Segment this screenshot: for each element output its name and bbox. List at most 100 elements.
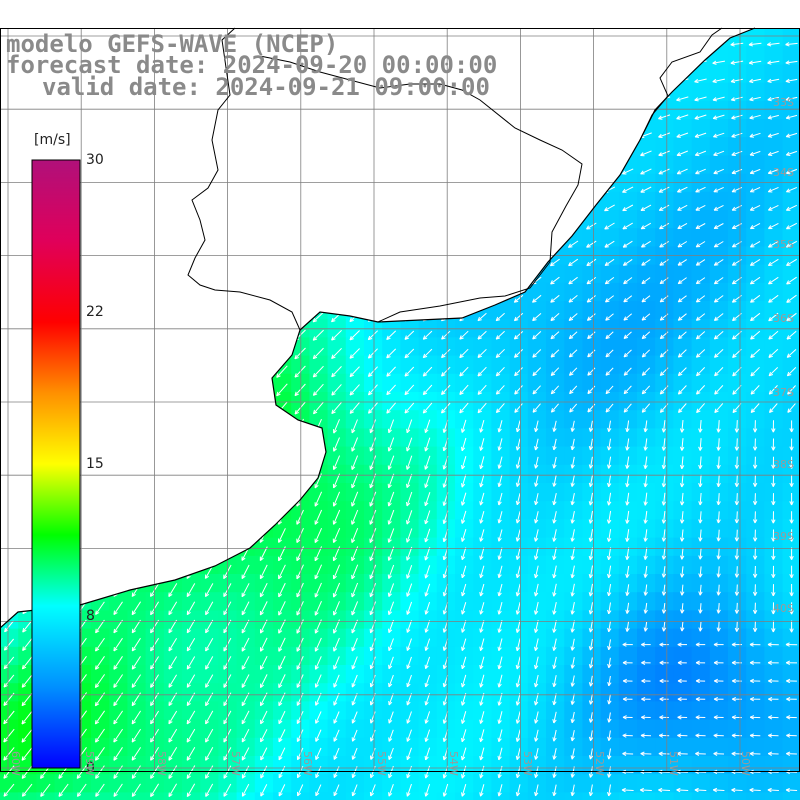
wind-speed-cell	[582, 464, 602, 484]
wind-speed-cell	[455, 574, 474, 593]
wind-speed-cell	[600, 210, 620, 229]
wind-speed-cell	[673, 464, 693, 484]
wind-speed-cell	[600, 428, 620, 448]
wind-speed-cell	[364, 610, 383, 630]
wind-speed-cell	[600, 628, 620, 648]
wind-speed-cell	[418, 592, 438, 611]
wind-speed-cell	[782, 64, 800, 84]
wind-speed-cell	[691, 392, 711, 411]
wind-speed-cell	[145, 628, 165, 648]
wind-speed-cell	[546, 301, 565, 320]
wind-speed-cell	[582, 719, 602, 739]
wind-speed-cell	[709, 210, 729, 229]
wind-speed-cell	[728, 501, 747, 520]
wind-speed-cell	[637, 464, 656, 484]
wind-speed-cell	[673, 228, 693, 247]
wind-speed-cell	[764, 683, 784, 702]
wind-speed-cell	[527, 665, 547, 684]
wind-speed-cell	[182, 683, 201, 702]
wind-speed-cell	[273, 519, 292, 539]
wind-speed-cell	[491, 592, 511, 611]
wind-speed-cell	[655, 264, 674, 284]
wind-speed-cell	[764, 792, 784, 800]
wind-speed-cell	[455, 592, 474, 611]
wind-speed-cell	[709, 665, 729, 684]
wind-speed-cell	[691, 519, 711, 539]
wind-speed-cell	[163, 610, 183, 630]
wind-speed-cell	[618, 210, 638, 229]
wind-speed-cell	[764, 392, 784, 411]
wind-speed-cell	[546, 701, 565, 721]
wind-speed-cell	[691, 301, 711, 320]
wind-speed-cell	[418, 446, 438, 466]
wind-speed-cell	[273, 592, 292, 611]
wind-speed-cell	[782, 282, 800, 302]
wind-speed-cell	[400, 337, 420, 357]
wind-speed-cell	[655, 483, 674, 502]
wind-speed-cell	[200, 719, 219, 739]
wind-speed-cell	[728, 301, 747, 320]
wind-speed-cell	[546, 337, 565, 357]
wind-speed-cell	[473, 646, 492, 666]
wind-speed-cell	[691, 628, 711, 648]
wind-speed-cell	[418, 428, 438, 448]
wind-speed-cell	[709, 501, 729, 520]
wind-speed-cell	[582, 373, 602, 393]
wind-speed-cell	[673, 719, 693, 739]
wind-speed-cell	[600, 555, 620, 575]
wind-speed-cell	[345, 337, 365, 357]
wind-speed-cell	[200, 646, 219, 666]
wind-speed-cell	[746, 428, 765, 448]
wind-speed-cell	[509, 355, 529, 375]
wind-speed-cell	[564, 282, 583, 302]
wind-speed-cell	[746, 392, 765, 411]
wind-speed-cell	[637, 392, 656, 411]
wind-speed-cell	[309, 483, 329, 502]
wind-speed-cell	[746, 337, 765, 357]
wind-speed-cell	[746, 555, 765, 575]
wind-speed-cell	[655, 501, 674, 520]
wind-speed-cell	[637, 719, 656, 739]
wind-speed-cell	[364, 665, 383, 684]
wind-speed-cell	[382, 555, 401, 575]
wind-speed-cell	[0, 701, 19, 721]
wind-speed-cell	[764, 628, 784, 648]
wind-speed-cell	[36, 792, 56, 800]
wind-speed-cell	[127, 610, 147, 630]
wind-speed-cell	[527, 610, 547, 630]
wind-speed-cell	[273, 555, 292, 575]
wind-speed-cell	[254, 646, 274, 666]
wind-speed-cell	[327, 701, 347, 721]
wind-speed-cell	[655, 665, 674, 684]
wind-speed-cell	[746, 82, 765, 102]
wind-speed-cell	[637, 683, 656, 702]
wind-speed-cell	[527, 683, 547, 702]
wind-speed-cell	[600, 410, 620, 429]
wind-speed-cell	[582, 501, 602, 520]
wind-speed-cell	[0, 737, 19, 757]
wind-speed-cell	[327, 355, 347, 375]
wind-speed-cell	[564, 392, 583, 411]
wind-speed-cell	[345, 519, 365, 539]
wind-speed-cell	[436, 428, 456, 448]
wind-speed-cell	[673, 264, 693, 284]
wind-speed-cell	[764, 28, 784, 47]
wind-speed-cell	[764, 701, 784, 721]
wind-speed-cell	[637, 665, 656, 684]
wind-speed-cell	[273, 683, 292, 702]
wind-speed-cell	[618, 428, 638, 448]
wind-speed-cell	[509, 628, 529, 648]
wind-speed-cell	[418, 355, 438, 375]
wind-speed-cell	[691, 537, 711, 557]
wind-speed-cell	[473, 737, 492, 757]
wind-speed-cell	[400, 410, 420, 429]
wind-speed-cell	[637, 191, 656, 211]
wind-speed-cell	[782, 483, 800, 502]
wind-speed-cell	[546, 665, 565, 684]
lat-label-36s: 36S	[773, 312, 794, 325]
wind-speed-cell	[527, 410, 547, 429]
wind-speed-cell	[455, 428, 474, 448]
wind-speed-cell	[546, 519, 565, 539]
lon-label-54w: 54W	[447, 751, 460, 776]
wind-speed-cell	[418, 610, 438, 630]
